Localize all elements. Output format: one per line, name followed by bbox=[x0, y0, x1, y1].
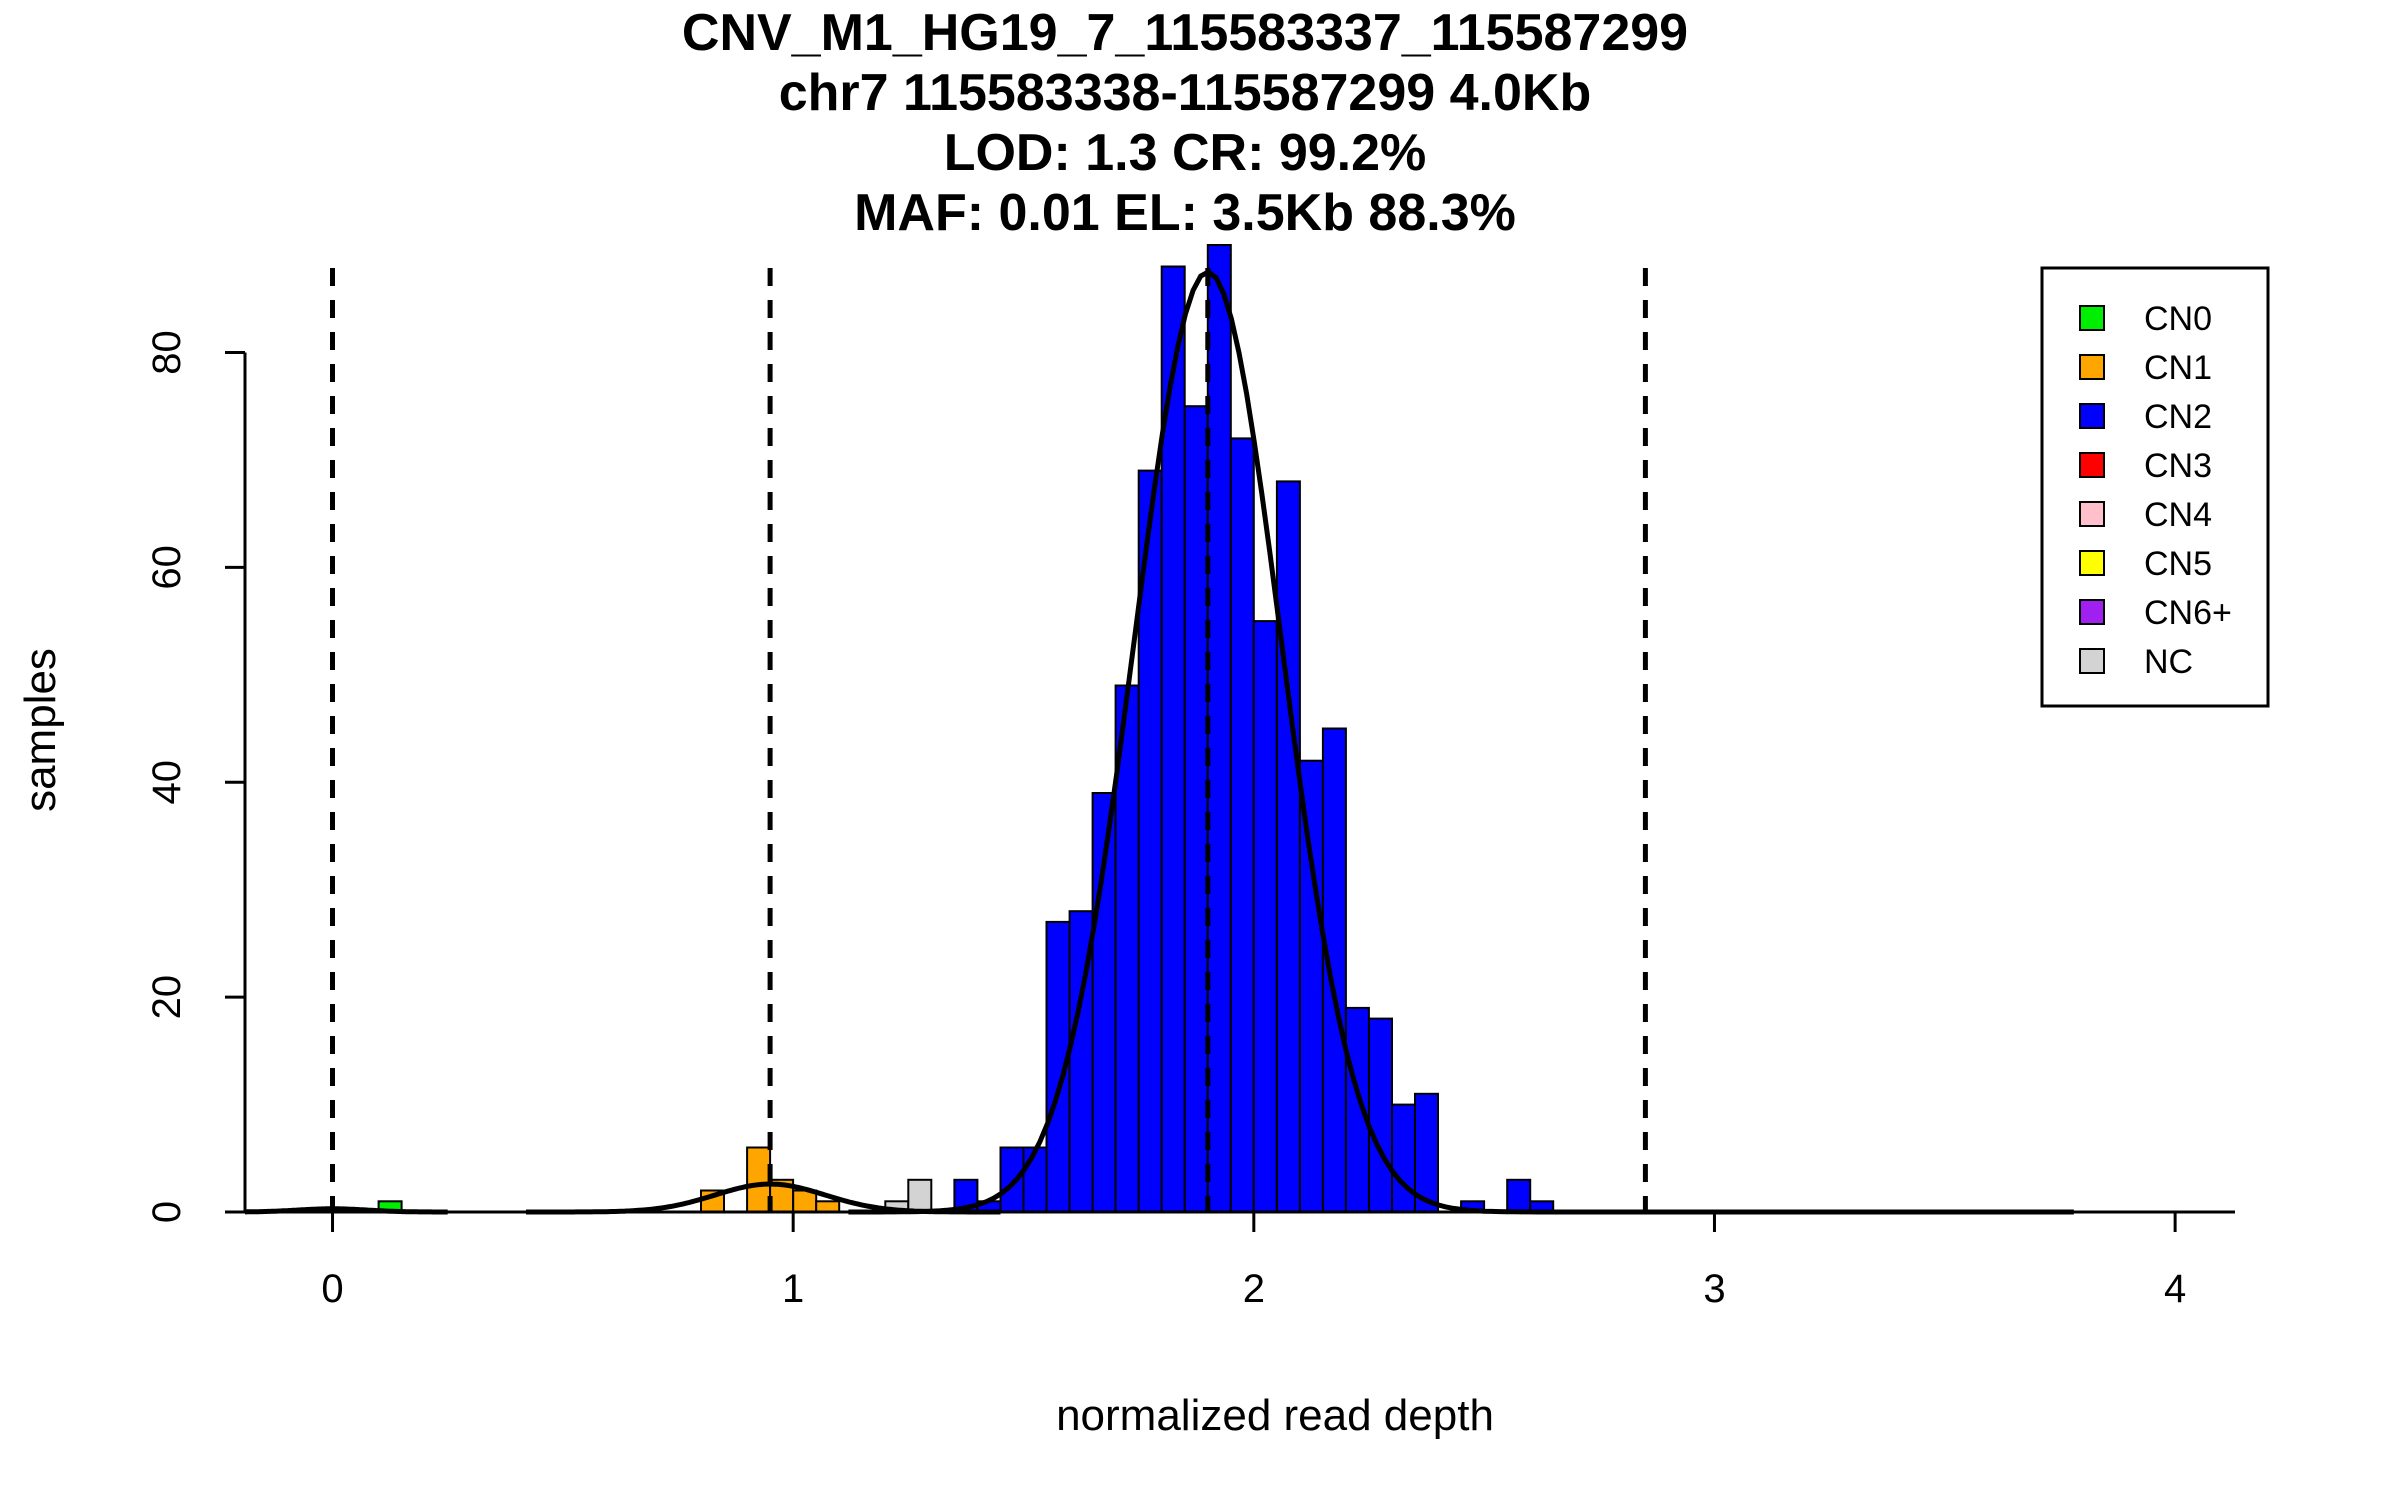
y-tick-label: 80 bbox=[145, 330, 189, 375]
legend-box bbox=[2040, 266, 2270, 708]
legend-label: CN5 bbox=[2144, 545, 2212, 583]
copy-number-cutoffs bbox=[330, 268, 1648, 1212]
legend: CN0 CN1 CN2 CN3 CN4 CN5 CN6+ NC bbox=[2040, 266, 2270, 708]
title-line-2: chr7 115583338-115587299 4.0Kb bbox=[779, 64, 1591, 122]
y-axis-label: samples bbox=[16, 648, 65, 812]
y-tick-label: 0 bbox=[145, 1201, 189, 1223]
legend-swatch bbox=[2079, 599, 2105, 625]
x-tick-label: 4 bbox=[2164, 1267, 2186, 1311]
legend-swatch bbox=[2079, 354, 2105, 380]
histogram-bar bbox=[1206, 244, 1232, 1213]
legend-label: CN6+ bbox=[2144, 594, 2232, 632]
histogram-bar bbox=[999, 1146, 1025, 1213]
legend-label: NC bbox=[2144, 643, 2193, 681]
chart-title: CNV_M1_HG19_7_115583337_115587299 chr7 1… bbox=[682, 4, 1688, 242]
legend-swatch bbox=[2079, 648, 2105, 674]
legend-swatch bbox=[2079, 550, 2105, 576]
legend-swatch bbox=[2079, 305, 2105, 331]
x-tick-label: 3 bbox=[1703, 1267, 1725, 1311]
legend-label: CN4 bbox=[2144, 496, 2212, 534]
y-tick-label: 60 bbox=[145, 545, 189, 590]
title-line-3: LOD: 1.3 CR: 99.2% bbox=[944, 124, 1427, 182]
legend-label: CN0 bbox=[2144, 300, 2212, 338]
histogram-bar bbox=[1321, 727, 1347, 1213]
y-tick-label: 20 bbox=[145, 975, 189, 1020]
histogram-bar bbox=[1368, 1017, 1393, 1213]
legend-swatch bbox=[2079, 452, 2105, 478]
x-tick-label: 2 bbox=[1243, 1267, 1265, 1311]
histogram-bar bbox=[1022, 1146, 1048, 1213]
title-line-1: CNV_M1_HG19_7_115583337_115587299 bbox=[682, 4, 1688, 62]
histogram-bar bbox=[907, 1178, 933, 1214]
x-tick-label: 1 bbox=[782, 1267, 804, 1311]
histogram-bar bbox=[746, 1146, 772, 1213]
histogram-bar bbox=[1229, 437, 1255, 1213]
histogram-bar bbox=[1506, 1178, 1532, 1214]
fit-curve-2 bbox=[848, 268, 2074, 1215]
x-axis-label: normalized read depth bbox=[1056, 1391, 1494, 1440]
legend-label: CN1 bbox=[2144, 349, 2212, 387]
x-tick-label: 0 bbox=[321, 1267, 343, 1311]
legend-swatch bbox=[2079, 403, 2105, 429]
legend-label: CN2 bbox=[2144, 398, 2212, 436]
histogram-bar bbox=[1275, 480, 1301, 1213]
histogram-bar bbox=[1183, 405, 1209, 1213]
histogram-bars bbox=[377, 244, 1555, 1214]
legend-swatch bbox=[2079, 501, 2105, 527]
histogram-bar bbox=[1298, 759, 1324, 1213]
y-tick-label: 40 bbox=[145, 760, 189, 805]
histogram-bar bbox=[1252, 620, 1278, 1213]
legend-label: CN3 bbox=[2144, 447, 2212, 485]
histogram-bar bbox=[815, 1200, 841, 1214]
histogram-bar bbox=[1391, 1103, 1416, 1213]
title-line-4: MAF: 0.01 EL: 3.5Kb 88.3% bbox=[854, 184, 1516, 242]
